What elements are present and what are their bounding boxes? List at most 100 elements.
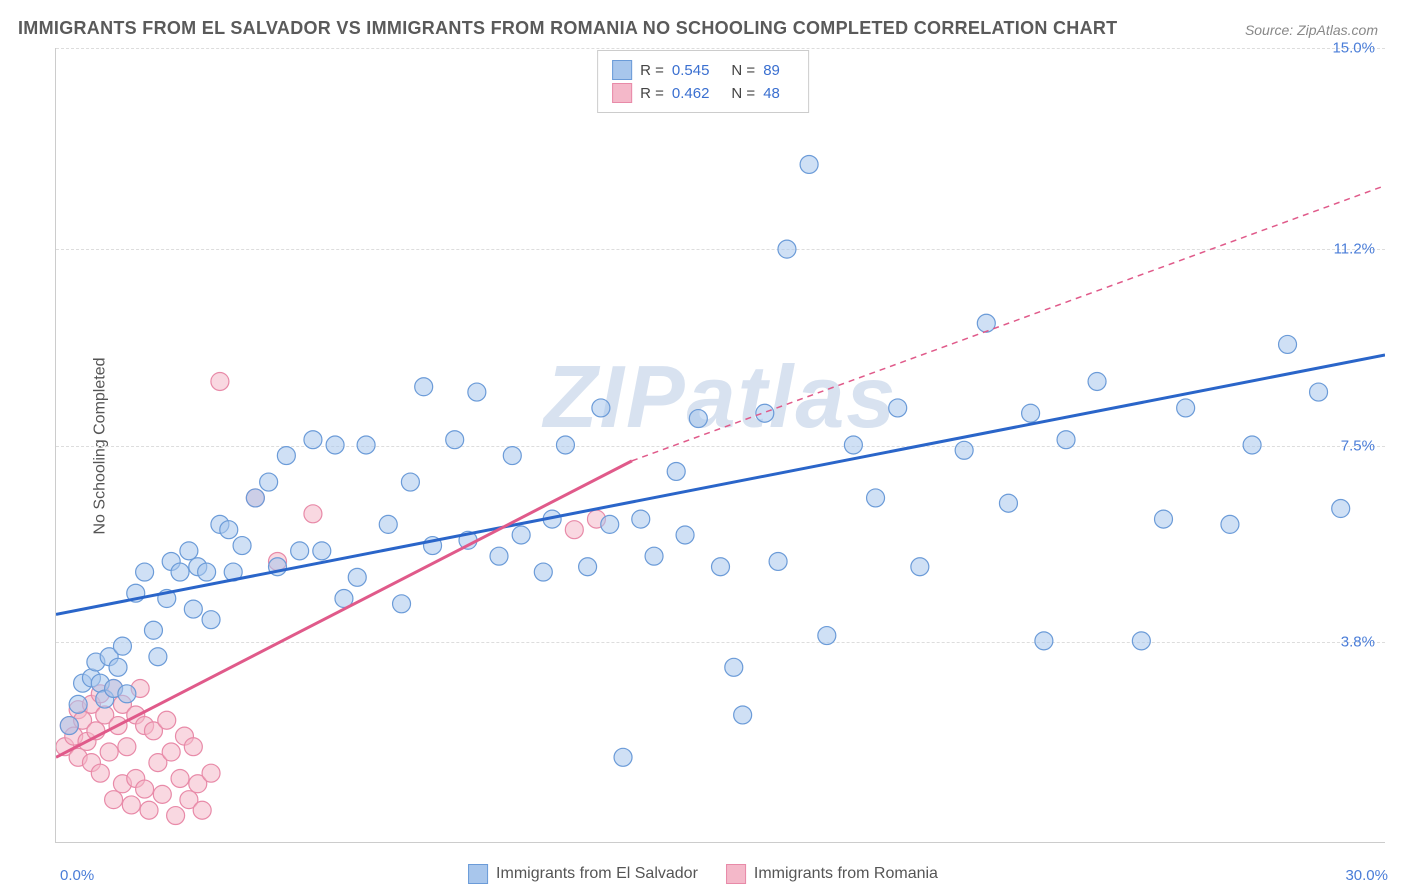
data-point (158, 711, 176, 729)
data-point (512, 526, 530, 544)
data-point (379, 515, 397, 533)
data-point (415, 378, 433, 396)
r-label: R = (640, 85, 664, 102)
data-point (556, 436, 574, 454)
data-point (999, 494, 1017, 512)
data-point (149, 648, 167, 666)
data-point (202, 764, 220, 782)
data-point (468, 383, 486, 401)
data-point (579, 558, 597, 576)
data-point (180, 542, 198, 560)
x-tick-min: 0.0% (60, 867, 94, 884)
data-point (198, 563, 216, 581)
swatch-bottom-2 (726, 864, 746, 884)
data-point (689, 410, 707, 428)
swatch-series1 (612, 60, 632, 80)
data-point (1035, 632, 1053, 650)
n-value-2: 48 (763, 85, 780, 102)
data-point (534, 563, 552, 581)
data-point (144, 621, 162, 639)
data-point (1279, 335, 1297, 353)
data-point (118, 685, 136, 703)
n-label: N = (731, 62, 755, 79)
data-point (889, 399, 907, 417)
data-point (1132, 632, 1150, 650)
data-point (867, 489, 885, 507)
y-tick-label: 11.2% (1334, 241, 1375, 258)
swatch-bottom-1 (468, 864, 488, 884)
data-point (1088, 372, 1106, 390)
n-label: N = (731, 85, 755, 102)
data-point (246, 489, 264, 507)
n-value-1: 89 (763, 62, 780, 79)
data-point (1022, 404, 1040, 422)
data-point (667, 462, 685, 480)
chart-title: IMMIGRANTS FROM EL SALVADOR VS IMMIGRANT… (18, 18, 1117, 39)
data-point (153, 785, 171, 803)
y-tick-label: 7.5% (1341, 437, 1375, 454)
data-point (202, 611, 220, 629)
data-point (800, 155, 818, 173)
swatch-series2 (612, 83, 632, 103)
data-point (725, 658, 743, 676)
data-point (592, 399, 610, 417)
data-point (220, 521, 238, 539)
data-point (712, 558, 730, 576)
data-point (60, 717, 78, 735)
data-point (1057, 431, 1075, 449)
data-point (818, 627, 836, 645)
data-point (326, 436, 344, 454)
r-label: R = (640, 62, 664, 79)
data-point (357, 436, 375, 454)
data-point (140, 801, 158, 819)
data-point (184, 600, 202, 618)
data-point (401, 473, 419, 491)
data-point (171, 563, 189, 581)
chart-svg (56, 48, 1385, 842)
data-point (769, 552, 787, 570)
data-point (113, 637, 131, 655)
data-point (100, 743, 118, 761)
series-name-2: Immigrants from Romania (754, 865, 938, 883)
legend-row-series2: R = 0.462 N = 48 (612, 83, 794, 103)
data-point (1243, 436, 1261, 454)
data-point (118, 738, 136, 756)
data-point (632, 510, 650, 528)
data-point (645, 547, 663, 565)
data-point (313, 542, 331, 560)
data-point (614, 748, 632, 766)
legend-item-2: Immigrants from Romania (726, 864, 938, 884)
data-point (977, 314, 995, 332)
data-point (184, 738, 202, 756)
correlation-legend: R = 0.545 N = 89 R = 0.462 N = 48 (597, 50, 809, 113)
data-point (844, 436, 862, 454)
data-point (393, 595, 411, 613)
data-point (109, 658, 127, 676)
series-legend: Immigrants from El Salvador Immigrants f… (468, 864, 938, 884)
data-point (348, 568, 366, 586)
data-point (136, 780, 154, 798)
data-point (105, 791, 123, 809)
data-point (136, 563, 154, 581)
data-point (446, 431, 464, 449)
data-point (1221, 515, 1239, 533)
data-point (756, 404, 774, 422)
data-point (69, 695, 87, 713)
y-tick-label: 15.0% (1332, 40, 1375, 57)
data-point (260, 473, 278, 491)
trend-extrapolation (632, 186, 1385, 461)
data-point (171, 769, 189, 787)
source-attribution: Source: ZipAtlas.com (1245, 22, 1378, 38)
r-value-1: 0.545 (672, 62, 710, 79)
legend-item-1: Immigrants from El Salvador (468, 864, 698, 884)
data-point (1310, 383, 1328, 401)
data-point (91, 764, 109, 782)
data-point (233, 537, 251, 555)
trend-line (56, 461, 632, 757)
data-point (503, 447, 521, 465)
series-name-1: Immigrants from El Salvador (496, 865, 698, 883)
data-point (1332, 500, 1350, 518)
data-point (676, 526, 694, 544)
data-point (1177, 399, 1195, 417)
data-point (734, 706, 752, 724)
